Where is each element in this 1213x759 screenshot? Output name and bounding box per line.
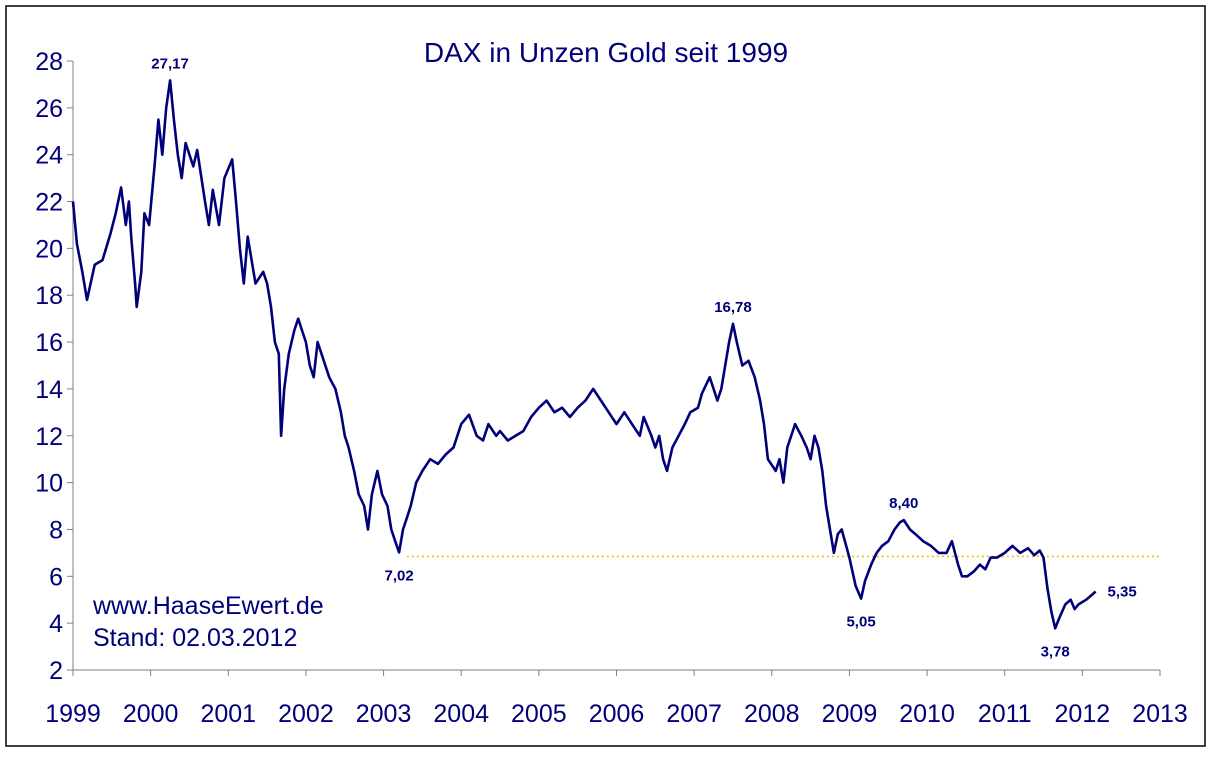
data-label: 3,78	[1041, 643, 1070, 660]
x-tick-label: 2013	[1132, 700, 1188, 728]
y-tick-label: 14	[35, 376, 63, 404]
y-tick-label: 16	[35, 329, 63, 357]
x-tick-label: 2008	[744, 700, 800, 728]
x-tick-label: 2004	[433, 700, 489, 728]
y-tick-label: 20	[35, 235, 63, 263]
x-tick-label: 2005	[511, 700, 567, 728]
x-tick-label: 2011	[978, 700, 1032, 728]
data-label: 7,02	[384, 567, 413, 584]
x-tick-label: 2012	[1055, 700, 1111, 728]
series-layer	[71, 79, 1097, 630]
y-tick-label: 4	[49, 610, 63, 638]
x-tick-label: 2006	[589, 700, 645, 728]
chart-border	[5, 5, 1206, 747]
series-line-dax-gold	[71, 79, 1097, 630]
y-tick-label: 26	[35, 95, 63, 123]
x-tick-label: 2003	[356, 700, 412, 728]
data-label: 16,78	[714, 299, 752, 316]
x-tick-label: 2000	[123, 700, 179, 728]
data-label: 27,17	[151, 55, 189, 72]
y-tick-label: 24	[35, 142, 63, 170]
data-label: 5,05	[846, 614, 875, 631]
data-label: 5,35	[1108, 584, 1137, 601]
x-tick-label: 2001	[200, 700, 256, 728]
y-tick-label: 10	[35, 470, 63, 498]
x-axis-ticks: 1999 2000 2001 2002 2003 2004 2005 2006 2007 2008…	[45, 670, 1188, 728]
y-tick-label: 22	[35, 189, 63, 217]
y-tick-label: 6	[49, 563, 63, 591]
data-label: 8,40	[889, 495, 918, 512]
y-tick-label: 2	[49, 657, 63, 685]
x-tick-label: 2007	[666, 700, 722, 728]
y-tick-label: 28	[35, 48, 63, 76]
x-tick-label: 1999	[45, 700, 101, 728]
y-tick-label: 12	[35, 423, 63, 451]
x-tick-label: 2002	[278, 700, 334, 728]
annotation-layer: 27,17 7,02 16,78 5,05 8,40 3,78 5,35	[151, 55, 1136, 660]
chart-title: DAX in Unzen Gold seit 1999	[424, 37, 788, 68]
watermark-date: Stand: 02.03.2012	[93, 624, 297, 652]
y-tick-label: 18	[35, 282, 63, 310]
y-tick-label: 8	[49, 516, 63, 544]
x-tick-label: 2009	[822, 700, 878, 728]
x-tick-label: 2010	[899, 700, 955, 728]
watermark-url: www.HaaseEwert.de	[92, 592, 324, 620]
